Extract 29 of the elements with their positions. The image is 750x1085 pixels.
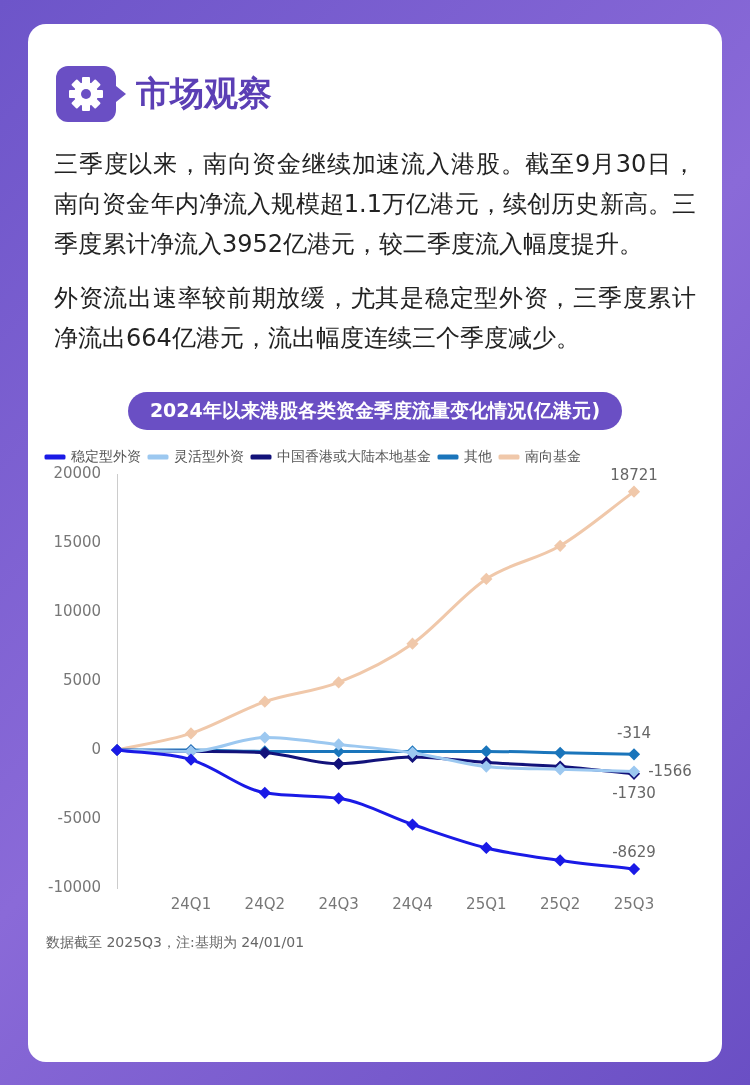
x-tick-label: 25Q2 bbox=[539, 894, 581, 913]
y-tick-label: 20000 bbox=[53, 463, 102, 482]
y-tick-label: -10000 bbox=[47, 877, 102, 896]
data-label: -1730 bbox=[612, 783, 656, 802]
y-tick-label: -5000 bbox=[57, 808, 102, 827]
chart-title: 2024年以来港股各类资金季度流量变化情况(亿港元) bbox=[127, 392, 623, 430]
legend-label: 南向基金 bbox=[525, 447, 581, 464]
legend-label: 中国香港或大陆本地基金 bbox=[277, 447, 431, 464]
text: 三季度以来，南向资金继续加速流入港股。截至9月30日，南向资金年内净流入规模超1.1万亿港元，续创历史新高。三季度累计净流入3952亿港元，较二季度流入幅度提升。 bbox=[54, 149, 696, 260]
legend-label: 稳定型外资 bbox=[71, 447, 141, 464]
x-tick-label: 24Q3 bbox=[318, 894, 359, 913]
text: 数据截至 2025Q3，注:基期为 24/01/01 bbox=[46, 934, 306, 952]
legend-label: 其他 bbox=[464, 447, 492, 464]
x-tick-label: 25Q1 bbox=[466, 894, 507, 913]
legend-label: 灵活型外资 bbox=[174, 447, 244, 464]
data-label: -1566 bbox=[648, 761, 692, 780]
data-label: 18721 bbox=[610, 465, 658, 484]
x-tick-label: 24Q4 bbox=[392, 894, 433, 913]
y-tick-label: 15000 bbox=[53, 532, 102, 551]
data-label: -314 bbox=[616, 724, 652, 743]
y-tick-label: 5000 bbox=[62, 670, 102, 689]
y-tick-label: 0 bbox=[91, 739, 102, 758]
x-tick-label: 24Q2 bbox=[244, 894, 286, 913]
x-tick-label: 25Q3 bbox=[613, 894, 655, 913]
y-tick-label: 10000 bbox=[53, 601, 102, 620]
text: 外资流出速率较前期放缓，尤其是稳定型外资，三季度累计净流出664亿港元，流出幅度连续三个季度减少。 bbox=[54, 283, 696, 354]
data-label: -8629 bbox=[612, 842, 656, 861]
text: 市场观察 bbox=[136, 72, 272, 115]
x-tick-label: 24Q1 bbox=[170, 894, 212, 913]
